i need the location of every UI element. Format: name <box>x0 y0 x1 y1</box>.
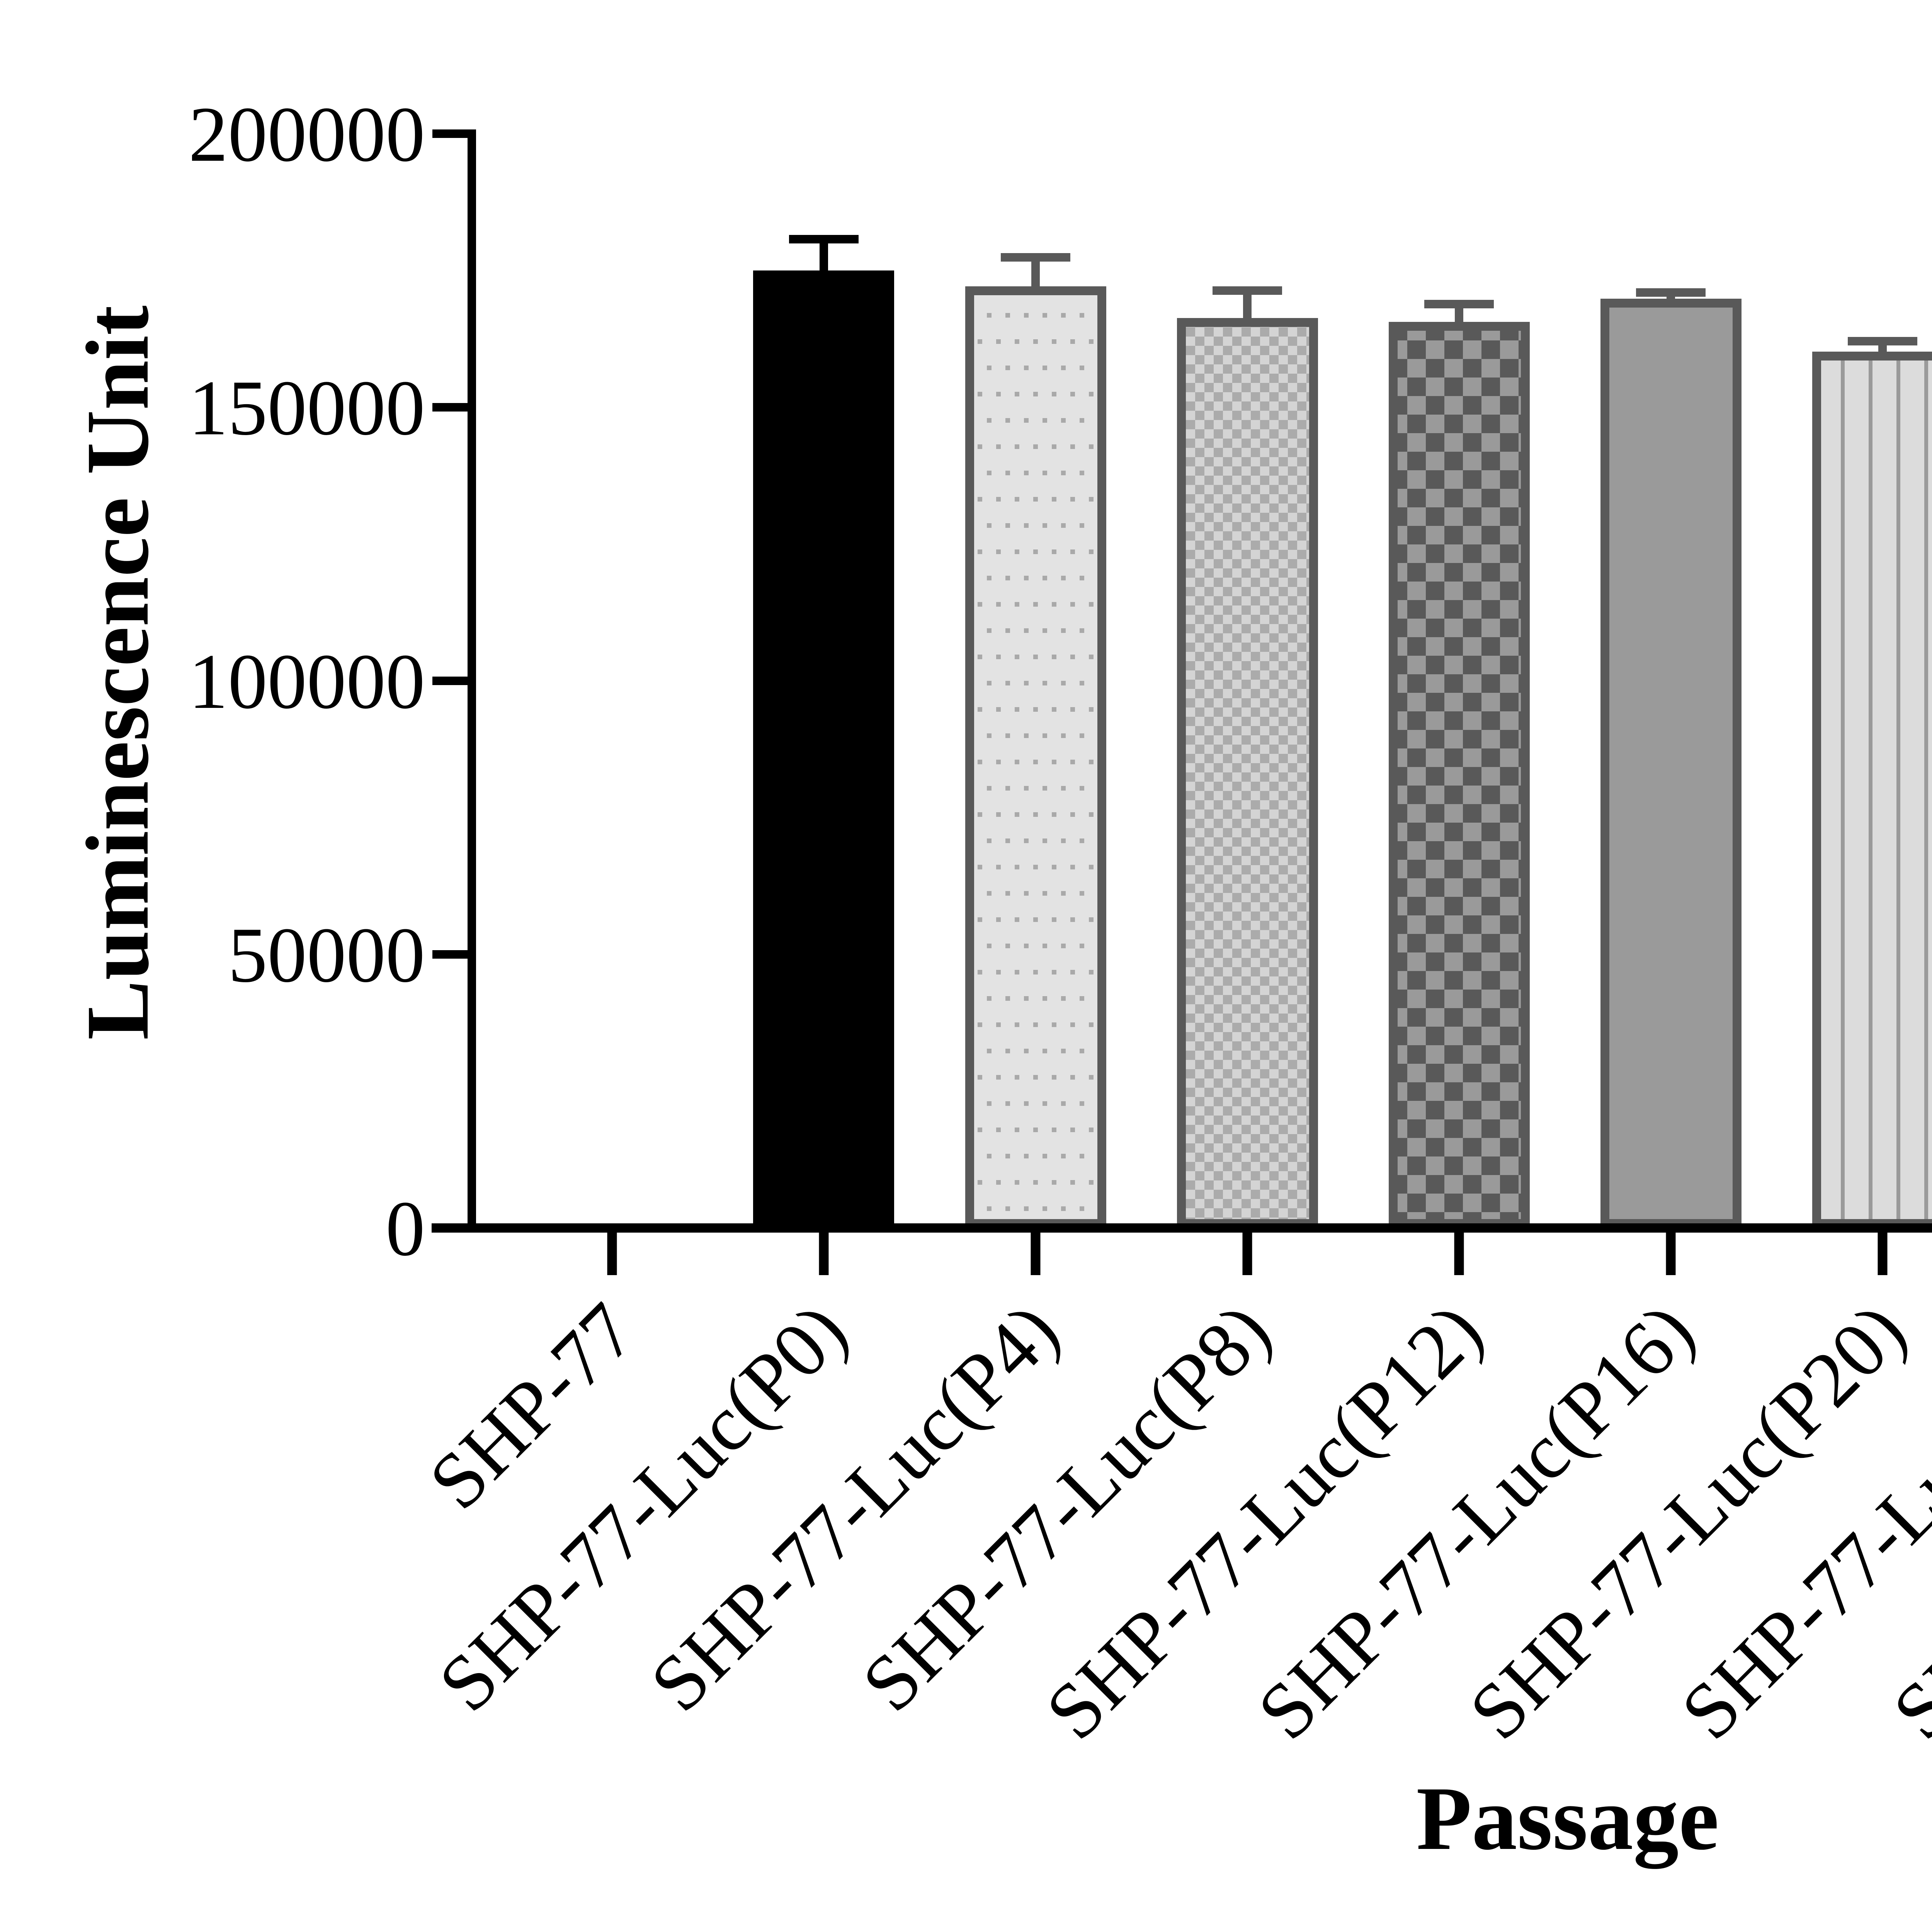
svg-text:0: 0 <box>386 1185 425 1272</box>
svg-text:Passage: Passage <box>1416 1768 1719 1869</box>
svg-text:50000: 50000 <box>228 912 425 999</box>
svg-text:Luminescence Unit: Luminescence Unit <box>68 306 167 1040</box>
svg-text:100000: 100000 <box>189 638 425 725</box>
svg-text:150000: 150000 <box>189 364 425 452</box>
svg-text:200000: 200000 <box>189 91 425 178</box>
